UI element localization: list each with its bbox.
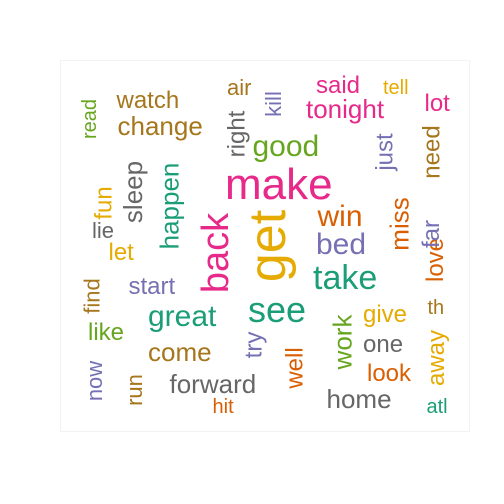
word-read: read bbox=[79, 98, 102, 140]
word-win: win bbox=[317, 200, 363, 233]
word-miss: miss bbox=[384, 197, 415, 251]
word-lot: lot bbox=[424, 90, 450, 117]
word-bed: bed bbox=[316, 228, 367, 261]
word-good: good bbox=[252, 130, 320, 163]
word-far: far bbox=[418, 219, 446, 249]
word-take: take bbox=[313, 259, 378, 297]
word-away: away bbox=[423, 329, 451, 387]
word-sleep: sleep bbox=[118, 160, 149, 224]
word-give: give bbox=[363, 301, 408, 328]
word-just: just bbox=[371, 133, 399, 171]
word-watch: watch bbox=[116, 87, 180, 114]
word-need: need bbox=[418, 125, 446, 179]
word-work: work bbox=[326, 314, 357, 370]
word-make: make bbox=[225, 160, 333, 209]
word-atl: atl bbox=[426, 396, 448, 418]
word-get: get bbox=[239, 209, 298, 283]
word-now: now bbox=[82, 360, 108, 402]
word-home: home bbox=[326, 384, 392, 414]
word-see: see bbox=[248, 289, 307, 330]
word-try: try bbox=[239, 331, 267, 359]
word-tell: tell bbox=[383, 77, 409, 99]
word-look: look bbox=[367, 360, 412, 387]
word-lie: lie bbox=[92, 218, 115, 243]
word-run: run bbox=[121, 374, 147, 406]
word-forward: forward bbox=[169, 369, 257, 399]
word-find: find bbox=[79, 278, 105, 314]
word-start: start bbox=[128, 273, 176, 300]
word-let: let bbox=[108, 239, 134, 266]
word-right: right bbox=[222, 110, 250, 158]
word-like: like bbox=[88, 319, 125, 346]
word-air: air bbox=[227, 75, 252, 100]
word-tonight: tonight bbox=[306, 94, 385, 124]
word-change: change bbox=[117, 111, 203, 141]
word-cloud-panel bbox=[60, 60, 470, 432]
word-great: great bbox=[148, 300, 217, 333]
word-one: one bbox=[363, 331, 404, 358]
word-fun: fun bbox=[90, 186, 118, 220]
word-happen: happen bbox=[153, 162, 184, 250]
word-said: said bbox=[316, 72, 361, 99]
word-th: th bbox=[427, 297, 445, 319]
word-kill: kill bbox=[260, 91, 286, 117]
word-hit: hit bbox=[212, 396, 234, 418]
word-well: well bbox=[281, 347, 309, 389]
word-come: come bbox=[148, 337, 212, 367]
word-back: back bbox=[195, 212, 238, 294]
